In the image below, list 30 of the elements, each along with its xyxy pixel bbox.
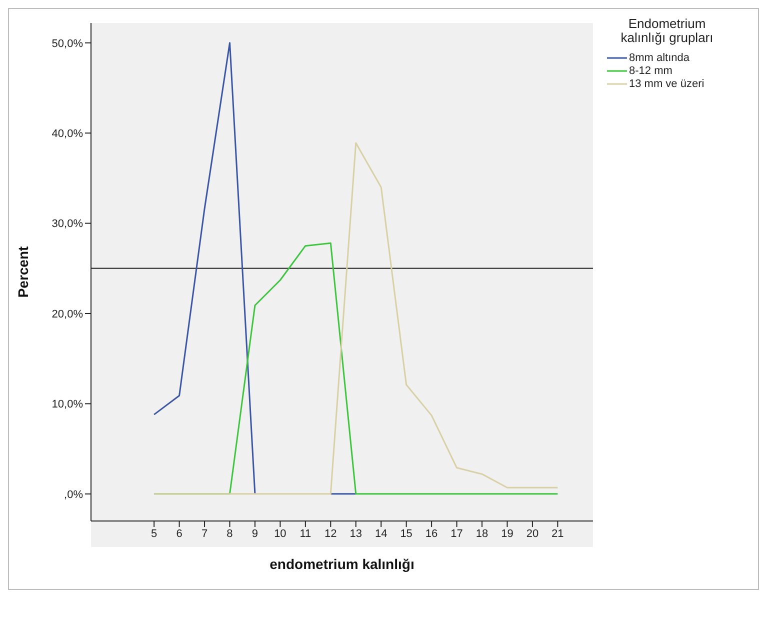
x-tick-label: 9 — [252, 528, 258, 540]
x-tick-label: 15 — [400, 528, 412, 540]
legend-label: 8mm altında — [629, 52, 690, 64]
x-tick-label: 19 — [501, 528, 514, 540]
x-tick-label: 16 — [425, 528, 438, 540]
legend-label: 8-12 mm — [629, 64, 672, 76]
legend-label: 13 mm ve üzeri — [629, 78, 704, 90]
x-tick-label: 13 — [350, 528, 362, 540]
x-tick-label: 11 — [300, 528, 312, 540]
x-tick-label: 5 — [151, 528, 158, 540]
x-tick-label: 20 — [526, 528, 539, 540]
x-tick-label: 21 — [552, 528, 564, 540]
x-axis-title: endometrium kalınlığı — [270, 556, 414, 572]
y-tick-label: ,0% — [64, 488, 84, 501]
x-tick-label: 7 — [201, 528, 208, 540]
y-tick-label: 10,0% — [52, 398, 84, 411]
x-tick-label: 8 — [226, 528, 233, 540]
y-tick-label: 20,0% — [52, 308, 84, 320]
legend-title: Endometrium kalınlığı grupları — [620, 16, 714, 45]
x-tick-label: 10 — [274, 528, 286, 540]
x-tick-label: 17 — [450, 528, 463, 540]
y-axis-title: Percent — [14, 246, 31, 298]
y-tick-label: 30,0% — [52, 218, 84, 230]
x-tick-label: 18 — [476, 528, 488, 540]
line-series — [153, 142, 558, 495]
y-tick-label: 40,0% — [52, 128, 84, 140]
x-tick-label: 6 — [176, 528, 182, 540]
y-tick-label: 50,0% — [52, 38, 84, 50]
x-tick-label: 14 — [374, 528, 388, 540]
x-tick-label: 12 — [324, 528, 337, 540]
